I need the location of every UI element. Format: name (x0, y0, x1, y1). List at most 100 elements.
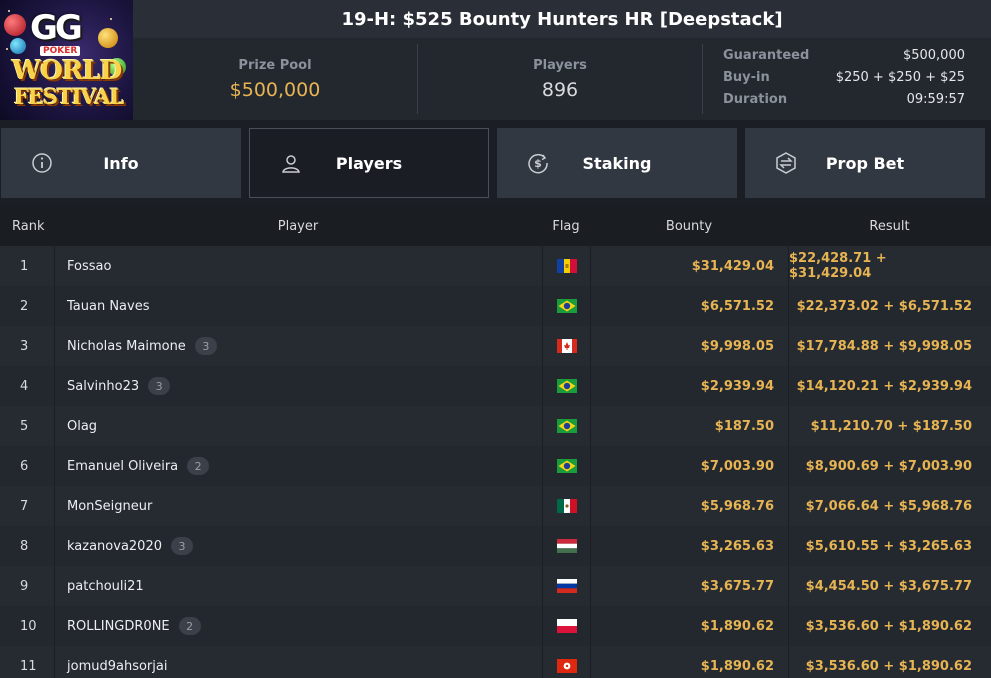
player-cell[interactable]: Salvinho23 3 (54, 366, 542, 406)
prize-pool-label: Prize Pool (238, 57, 312, 73)
player-cell[interactable]: Tauan Naves (54, 286, 542, 326)
bounty-cell: $31,429.04 (590, 246, 788, 286)
header-bounty[interactable]: Bounty (665, 218, 713, 234)
buyin-value: $250 + $250 + $25 (835, 70, 965, 85)
table-row[interactable]: 10 ROLLINGDR0NE 2 $1,890.62 $3,536.60 + $1,8… (0, 606, 991, 646)
player-badge: 2 (178, 617, 201, 635)
player-badge: 3 (194, 337, 217, 355)
hong-kong-flag-icon (556, 659, 577, 673)
header-flag[interactable]: Flag (552, 218, 580, 234)
duration-row: Duration 09:59:57 (723, 92, 965, 114)
tab-info[interactable]: Info (1, 128, 241, 198)
table-row[interactable]: 9 patchouli21 $3,675.77 $4,454.50 + $3,675.… (0, 566, 991, 606)
bounty-cell: $3,675.77 (590, 566, 788, 606)
result-cell: $17,784.88 + $9,998.05 (788, 326, 991, 366)
player-cell[interactable]: patchouli21 (54, 566, 542, 606)
hungary-flag-icon (556, 539, 577, 553)
bounty-cell: $3,265.63 (590, 526, 788, 566)
guaranteed-value: $500,000 (902, 48, 965, 63)
bounty-cell: $1,890.62 (590, 606, 788, 646)
flag-cell (542, 486, 590, 526)
players-stat: Players 896 (418, 38, 702, 120)
player-cell[interactable]: Olag (54, 406, 542, 446)
guaranteed-label: Guaranteed (723, 48, 810, 63)
player-name[interactable]: Emanuel Oliveira (67, 458, 179, 474)
result-cell: $5,610.55 + $3,265.63 (788, 526, 991, 566)
player-name[interactable]: Tauan Naves (67, 298, 150, 314)
player-cell[interactable]: MonSeigneur (54, 486, 542, 526)
players-label: Players (533, 57, 587, 73)
bounty-cell: $6,571.52 (590, 286, 788, 326)
rank-cell: 9 (20, 578, 29, 594)
table-row[interactable]: 8 kazanova2020 3 $3,265.63 $5,610.55 + $3,26… (0, 526, 991, 566)
table-row[interactable]: 7 MonSeigneur $5,968.76 $7,066.64 + $5,968.… (0, 486, 991, 526)
player-name[interactable]: Olag (67, 418, 98, 434)
tournament-title: 19-H: $525 Bounty Hunters HR [Deepstack] (341, 8, 783, 30)
svg-text:$: $ (534, 157, 542, 170)
bounty-cell: $7,003.90 (590, 446, 788, 486)
tab-players[interactable]: Players (249, 128, 489, 198)
russia-flag-icon (556, 579, 577, 593)
table-row[interactable]: 1 Fossao $31,429.04 $22,428.71 + $31,429.04 (0, 246, 991, 286)
brazil-flag-icon (556, 419, 577, 433)
guaranteed-row: Guaranteed $500,000 (723, 48, 965, 70)
table-row[interactable]: 2 Tauan Naves $6,571.52 $22,373.02 + $6,571… (0, 286, 991, 326)
result-cell: $3,536.60 + $1,890.62 (788, 646, 991, 678)
result-cell: $14,120.21 + $2,939.94 (788, 366, 991, 406)
result-cell: $22,428.71 + $31,429.04 (788, 246, 991, 286)
rank-cell: 4 (20, 378, 29, 394)
player-name[interactable]: Fossao (67, 258, 112, 274)
player-name[interactable]: ROLLINGDR0NE (67, 618, 170, 634)
player-name[interactable]: MonSeigneur (67, 498, 153, 514)
player-cell[interactable]: kazanova2020 3 (54, 526, 542, 566)
player-cell[interactable]: Nicholas Maimone 3 (54, 326, 542, 366)
header-result[interactable]: Result (869, 218, 910, 234)
dollar-circle-icon: $ (528, 153, 548, 174)
player-name[interactable]: kazanova2020 (67, 538, 162, 554)
buyin-row: Buy-in $250 + $250 + $25 (723, 70, 965, 92)
player-badge: 2 (187, 457, 210, 475)
tab-prop-bet[interactable]: Prop Bet (745, 128, 985, 198)
player-name[interactable]: jomud9ahsorjai (67, 658, 168, 674)
tab-staking[interactable]: $ Staking (497, 128, 737, 198)
tournament-details: Guaranteed $500,000 Buy-in $250 + $250 +… (703, 38, 991, 120)
header-rank[interactable]: Rank (12, 218, 45, 234)
player-cell[interactable]: ROLLINGDR0NE 2 (54, 606, 542, 646)
rank-cell: 11 (20, 658, 37, 674)
prize-pool-value: $500,000 (229, 78, 321, 101)
player-cell[interactable]: Fossao (54, 246, 542, 286)
players-value: 896 (541, 78, 579, 101)
user-icon (282, 155, 300, 173)
table-row[interactable]: 6 Emanuel Oliveira 2 $7,003.90 $8,900.69 + $… (0, 446, 991, 486)
flag-cell (542, 606, 590, 646)
flag-cell (542, 286, 590, 326)
prize-pool-stat: Prize Pool $500,000 (133, 38, 417, 120)
tab-players-label: Players (335, 153, 403, 173)
header-player[interactable]: Player (277, 218, 319, 234)
table-row[interactable]: 11 jomud9ahsorjai $1,890.62 $3,536.60 + $1,… (0, 646, 991, 678)
table-row[interactable]: 3 Nicholas Maimone 3 $9,998.05 $17,784.88 + … (0, 326, 991, 366)
ggpoker-world-festival-logo: GG POKER WORLD FESTIVAL (0, 0, 133, 120)
result-cell: $3,536.60 + $1,890.62 (788, 606, 991, 646)
player-name[interactable]: Nicholas Maimone (67, 338, 186, 354)
player-name[interactable]: Salvinho23 (67, 378, 140, 394)
andorra-flag-icon (556, 259, 577, 273)
flag-cell (542, 446, 590, 486)
player-cell[interactable]: Emanuel Oliveira 2 (54, 446, 542, 486)
table-row[interactable]: 4 Salvinho23 3 $2,939.94 $14,120.21 + $2,939… (0, 366, 991, 406)
flag-cell (542, 366, 590, 406)
rank-cell: 5 (20, 418, 29, 434)
player-cell[interactable]: jomud9ahsorjai (54, 646, 542, 678)
table-row[interactable]: 5 Olag $187.50 $11,210.70 + $187.50 (0, 406, 991, 446)
flag-cell (542, 406, 590, 446)
rank-cell: 2 (20, 298, 29, 314)
tab-info-label: Info (103, 153, 139, 173)
divider (702, 44, 703, 114)
brazil-flag-icon (556, 379, 577, 393)
info-icon (32, 153, 52, 173)
tournament-stats: Prize Pool $500,000 Players 896 Guarante… (133, 38, 991, 120)
flag-cell (542, 566, 590, 606)
player-name[interactable]: patchouli21 (67, 578, 144, 594)
tab-staking-label: Staking (582, 153, 652, 173)
brazil-flag-icon (556, 459, 577, 473)
